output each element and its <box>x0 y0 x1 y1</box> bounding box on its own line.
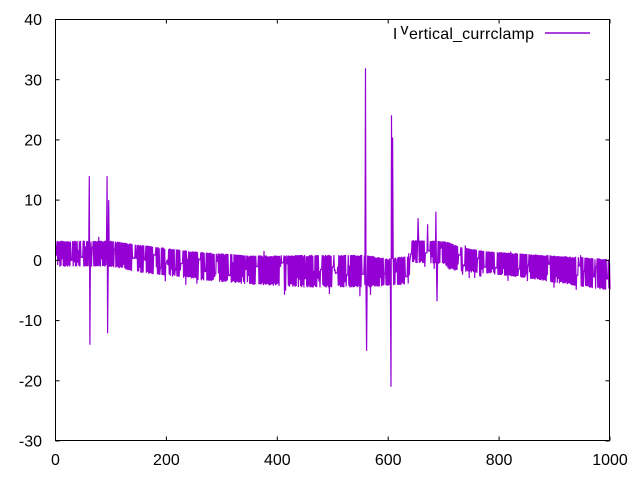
svg-text:600: 600 <box>375 452 402 469</box>
svg-text:10: 10 <box>24 193 42 210</box>
svg-text:-30: -30 <box>19 434 42 451</box>
svg-text:800: 800 <box>486 452 513 469</box>
svg-text:30: 30 <box>24 72 42 89</box>
svg-text:200: 200 <box>153 452 180 469</box>
svg-text:40: 40 <box>24 12 42 29</box>
svg-text:400: 400 <box>264 452 291 469</box>
svg-text:0: 0 <box>51 452 60 469</box>
svg-text:1000: 1000 <box>592 452 628 469</box>
svg-text:-10: -10 <box>19 313 42 330</box>
svg-text:v: v <box>401 22 409 39</box>
svg-text:ertical_currclamp: ertical_currclamp <box>409 26 534 43</box>
svg-text:20: 20 <box>24 133 42 150</box>
svg-text:0: 0 <box>33 253 42 270</box>
svg-text:-20: -20 <box>19 373 42 390</box>
svg-text:I: I <box>393 26 397 43</box>
